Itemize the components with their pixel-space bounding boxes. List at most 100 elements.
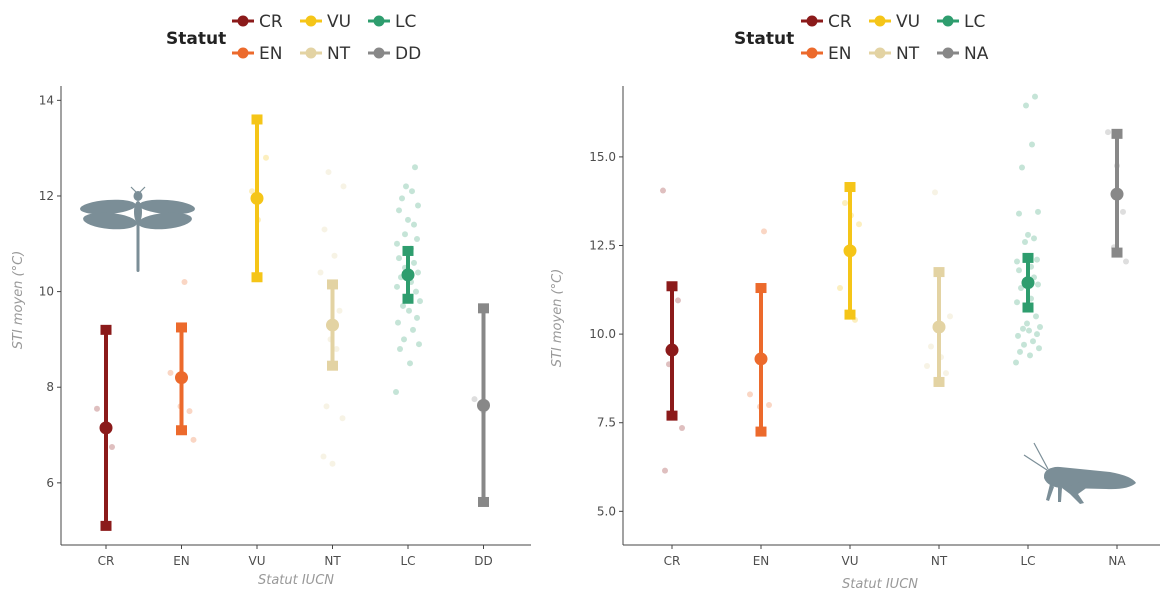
legend-label: VU (896, 12, 920, 32)
legend-key-marker (806, 47, 818, 59)
data-point (397, 345, 403, 352)
error-cap-upper (402, 245, 414, 256)
legend-label: LC (964, 12, 985, 32)
legend-key-marker (305, 15, 317, 27)
x-tick-label: CR (98, 554, 115, 568)
data-point (928, 343, 934, 350)
legend-label: NT (327, 44, 351, 64)
error-bars-left (99, 114, 490, 531)
mean-point (843, 244, 857, 258)
legend-key-marker (305, 47, 317, 59)
data-point (1037, 324, 1043, 331)
legend-label: EN (828, 44, 851, 64)
x-tick-label: LC (1020, 554, 1035, 568)
data-point (317, 269, 324, 276)
mean-point (175, 371, 188, 385)
error-cap-lower (176, 425, 187, 436)
mean-point (326, 318, 339, 332)
dragonfly-icon (80, 186, 195, 272)
data-point (333, 345, 340, 352)
y-tick-label: 10 (39, 285, 54, 299)
data-point (410, 326, 416, 333)
y-tick-label: 10.0 (589, 327, 616, 341)
data-point (94, 405, 100, 412)
legend-left: Statut CR VU LC EN NT DD (166, 12, 421, 64)
x-axis-title: Statut IUCN (842, 577, 918, 592)
data-point (403, 183, 409, 190)
x-tick-label: CR (664, 554, 681, 568)
data-point (399, 195, 405, 202)
data-point (856, 221, 862, 228)
data-point (1014, 299, 1020, 306)
data-point (943, 370, 949, 377)
error-cap-lower (478, 496, 489, 507)
mean-point (1110, 187, 1124, 201)
data-point (406, 307, 412, 314)
error-cap-lower (251, 272, 263, 283)
legend-label: CR (828, 12, 852, 32)
data-point (1021, 341, 1027, 348)
data-point (1024, 320, 1030, 327)
legend-key-marker (237, 47, 249, 59)
legend-right: Statut CR VU LC EN NT NA (734, 12, 989, 64)
data-point (413, 288, 419, 295)
data-point (1014, 258, 1020, 265)
data-point (1033, 313, 1039, 320)
error-cap-upper (251, 114, 263, 125)
data-point (402, 231, 408, 238)
data-point (924, 363, 930, 370)
data-point (181, 279, 188, 286)
data-point (1034, 331, 1040, 338)
data-point (947, 313, 953, 320)
data-point (320, 453, 327, 460)
legend-key-marker (874, 47, 886, 59)
y-axis-title: STI moyen (°C) (11, 251, 26, 350)
data-point (393, 389, 399, 395)
legend-key-marker (373, 15, 385, 27)
data-point (109, 443, 115, 450)
y-tick-label: 12 (39, 189, 54, 203)
legend-label: VU (327, 12, 351, 32)
data-point (932, 189, 938, 196)
data-point (339, 415, 346, 422)
data-point (263, 154, 269, 161)
legend-label: DD (395, 44, 421, 64)
y-ticks-left: 6 8 10 12 14 (39, 93, 61, 490)
error-cap-upper (100, 324, 112, 335)
legend-right-entries: CR VU LC EN NT NA (801, 12, 989, 64)
x-tick-label: LC (400, 554, 415, 568)
x-ticks-left: CR EN VU NT LC DD (98, 545, 493, 568)
x-tick-label: DD (474, 554, 492, 568)
data-point (1025, 231, 1031, 238)
error-cap-upper (844, 182, 856, 193)
data-point (1032, 93, 1038, 100)
data-point (1035, 281, 1041, 288)
data-point (1027, 352, 1033, 359)
data-point (1017, 348, 1023, 355)
legend-label: NA (964, 44, 989, 64)
data-point (662, 467, 668, 474)
data-point (1018, 285, 1024, 292)
y-tick-label: 14 (39, 93, 54, 107)
data-point (660, 187, 666, 194)
legend-key-marker (237, 15, 249, 27)
data-point (1031, 235, 1037, 242)
data-point (416, 341, 422, 348)
error-cap-lower (327, 360, 338, 371)
data-point (411, 259, 417, 266)
data-point (837, 285, 843, 292)
data-point (471, 396, 478, 403)
data-point (766, 401, 772, 408)
data-point (190, 436, 197, 443)
data-point (1013, 359, 1019, 366)
jitter-points-right (660, 93, 1129, 474)
data-point (1120, 208, 1126, 215)
data-point (675, 297, 681, 304)
mean-point (665, 343, 679, 357)
data-point (401, 336, 407, 343)
x-tick-label: VU (249, 554, 266, 568)
data-point (1015, 332, 1021, 339)
legend-key-marker (373, 47, 385, 59)
y-axis-title: STI moyen (°C) (550, 269, 565, 368)
data-point (1020, 325, 1026, 332)
